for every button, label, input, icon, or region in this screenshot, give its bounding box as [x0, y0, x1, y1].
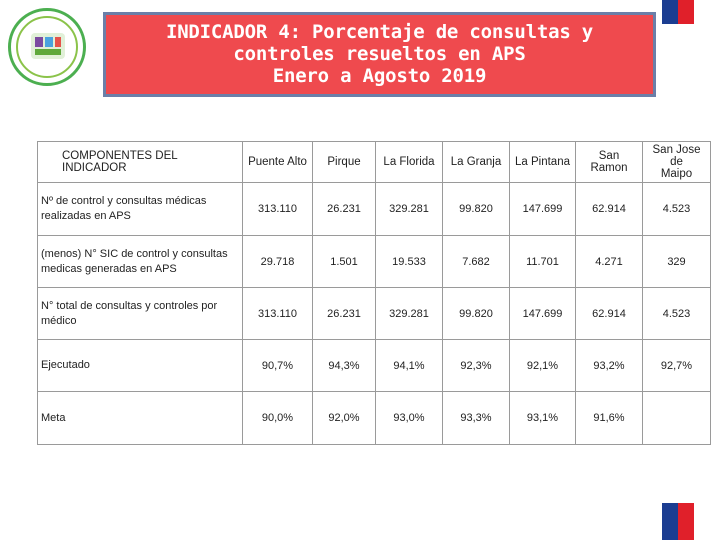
title-banner: INDICADOR 4: Porcentaje de consultas y c… — [103, 12, 656, 97]
table-cell: 4.523 — [642, 182, 711, 236]
table-cell: 93,0% — [375, 391, 443, 445]
header-la-florida: La Florida — [375, 141, 443, 183]
table-cell: 92,0% — [312, 391, 376, 445]
indicator-table: COMPONENTES DEL INDICADOR Puente Alto Pi… — [37, 141, 711, 445]
organization-logo — [8, 8, 86, 86]
row-label-line-1: Nº de control y consultas médicas — [41, 195, 207, 207]
table-cell: 62.914 — [575, 287, 643, 340]
row-label-line-1: (menos) N° SIC de control y consultas — [41, 247, 228, 260]
flag-stripe-top — [662, 0, 720, 24]
table-cell: 93,1% — [509, 391, 576, 445]
table-cell: 99.820 — [442, 287, 510, 340]
table-cell: 62.914 — [575, 182, 643, 236]
table-cell: 11.701 — [509, 235, 576, 288]
table-row: Nº de control y consultas médicas realiza… — [37, 182, 711, 236]
logo-block-blue — [45, 37, 53, 47]
header-san-jose-line-1: San Jose de — [652, 144, 701, 168]
table-cell: 147.699 — [509, 287, 576, 340]
table-cell: 26.231 — [312, 287, 376, 340]
table-cell: 94,3% — [312, 339, 376, 392]
table-cell: 94,1% — [375, 339, 443, 392]
table-cell: 93,2% — [575, 339, 643, 392]
row-label-line-1: N° total de consultas y controles por — [41, 299, 218, 312]
table-cell: 4.523 — [642, 287, 711, 340]
table-cell: 4.271 — [575, 235, 643, 288]
title-line-3: Enero a Agosto 2019 — [272, 65, 487, 87]
table-cell: 313.110 — [242, 182, 313, 236]
table-cell: 92,1% — [509, 339, 576, 392]
flag-stripe-bottom — [662, 503, 720, 540]
table-cell: 29.718 — [242, 235, 313, 288]
table-row: N° total de consultas y controles por méd… — [37, 287, 711, 340]
row-label: Ejecutado — [37, 339, 243, 392]
header-la-pintana: La Pintana — [509, 141, 576, 183]
header-pirque: Pirque — [312, 141, 376, 183]
table-cell: 329.281 — [375, 287, 443, 340]
logo-block-red — [55, 37, 61, 47]
logo-ring — [16, 16, 78, 78]
table-cell: 1.501 — [312, 235, 376, 288]
table-cell: 329.281 — [375, 182, 443, 236]
row-label: N° total de consultas y controles por méd… — [37, 287, 243, 340]
table-cell: 99.820 — [442, 182, 510, 236]
table-row: Meta 90,0% 92,0% 93,0% 93,3% 93,1% 91,6% — [37, 391, 711, 445]
table-cell: 147.699 — [509, 182, 576, 236]
flag-red-bar — [678, 503, 694, 540]
row-label: Nº de control y consultas médicas realiza… — [37, 182, 243, 236]
table-row: (menos) N° SIC de control y consultas med… — [37, 235, 711, 288]
table-row: Ejecutado 90,7% 94,3% 94,1% 92,3% 92,1% … — [37, 339, 711, 392]
flag-red-bar — [678, 0, 694, 24]
table-cell — [642, 391, 711, 445]
table-cell: 90,0% — [242, 391, 313, 445]
row-label: (menos) N° SIC de control y consultas med… — [37, 235, 243, 288]
flag-blue-bar — [662, 503, 678, 540]
header-componentes: COMPONENTES DEL INDICADOR — [37, 141, 243, 183]
table-cell: 26.231 — [312, 182, 376, 236]
table-cell: 7.682 — [442, 235, 510, 288]
table-cell: 329 — [642, 235, 711, 288]
row-label: Meta — [37, 391, 243, 445]
table-cell: 19.533 — [375, 235, 443, 288]
row-label-line-2: medicas generadas en APS — [41, 262, 177, 275]
header-puente-alto: Puente Alto — [242, 141, 313, 183]
table-cell: 93,3% — [442, 391, 510, 445]
logo-block-purple — [35, 37, 43, 47]
header-san-jose-de-maipo: San Jose de Maipo — [642, 141, 711, 183]
table-cell: 313.110 — [242, 287, 313, 340]
flag-blue-bar — [662, 0, 678, 24]
header-san-ramon: San Ramon — [575, 141, 643, 183]
header-la-granja: La Granja — [442, 141, 510, 183]
row-label-line-2: médico — [41, 314, 77, 327]
title-line-1: INDICADOR 4: Porcentaje de consultas y — [165, 21, 594, 43]
title-line-2: controles resueltos en APS — [233, 43, 526, 65]
table-cell: 92,3% — [442, 339, 510, 392]
table-cell: 90,7% — [242, 339, 313, 392]
table-cell: 92,7% — [642, 339, 711, 392]
row-label-line-2: realizadas en APS — [41, 210, 131, 222]
table-header-row: COMPONENTES DEL INDICADOR Puente Alto Pi… — [37, 141, 711, 183]
header-san-jose-line-2: Maipo — [660, 168, 693, 180]
table-cell: 91,6% — [575, 391, 643, 445]
logo-block-green — [35, 49, 61, 55]
